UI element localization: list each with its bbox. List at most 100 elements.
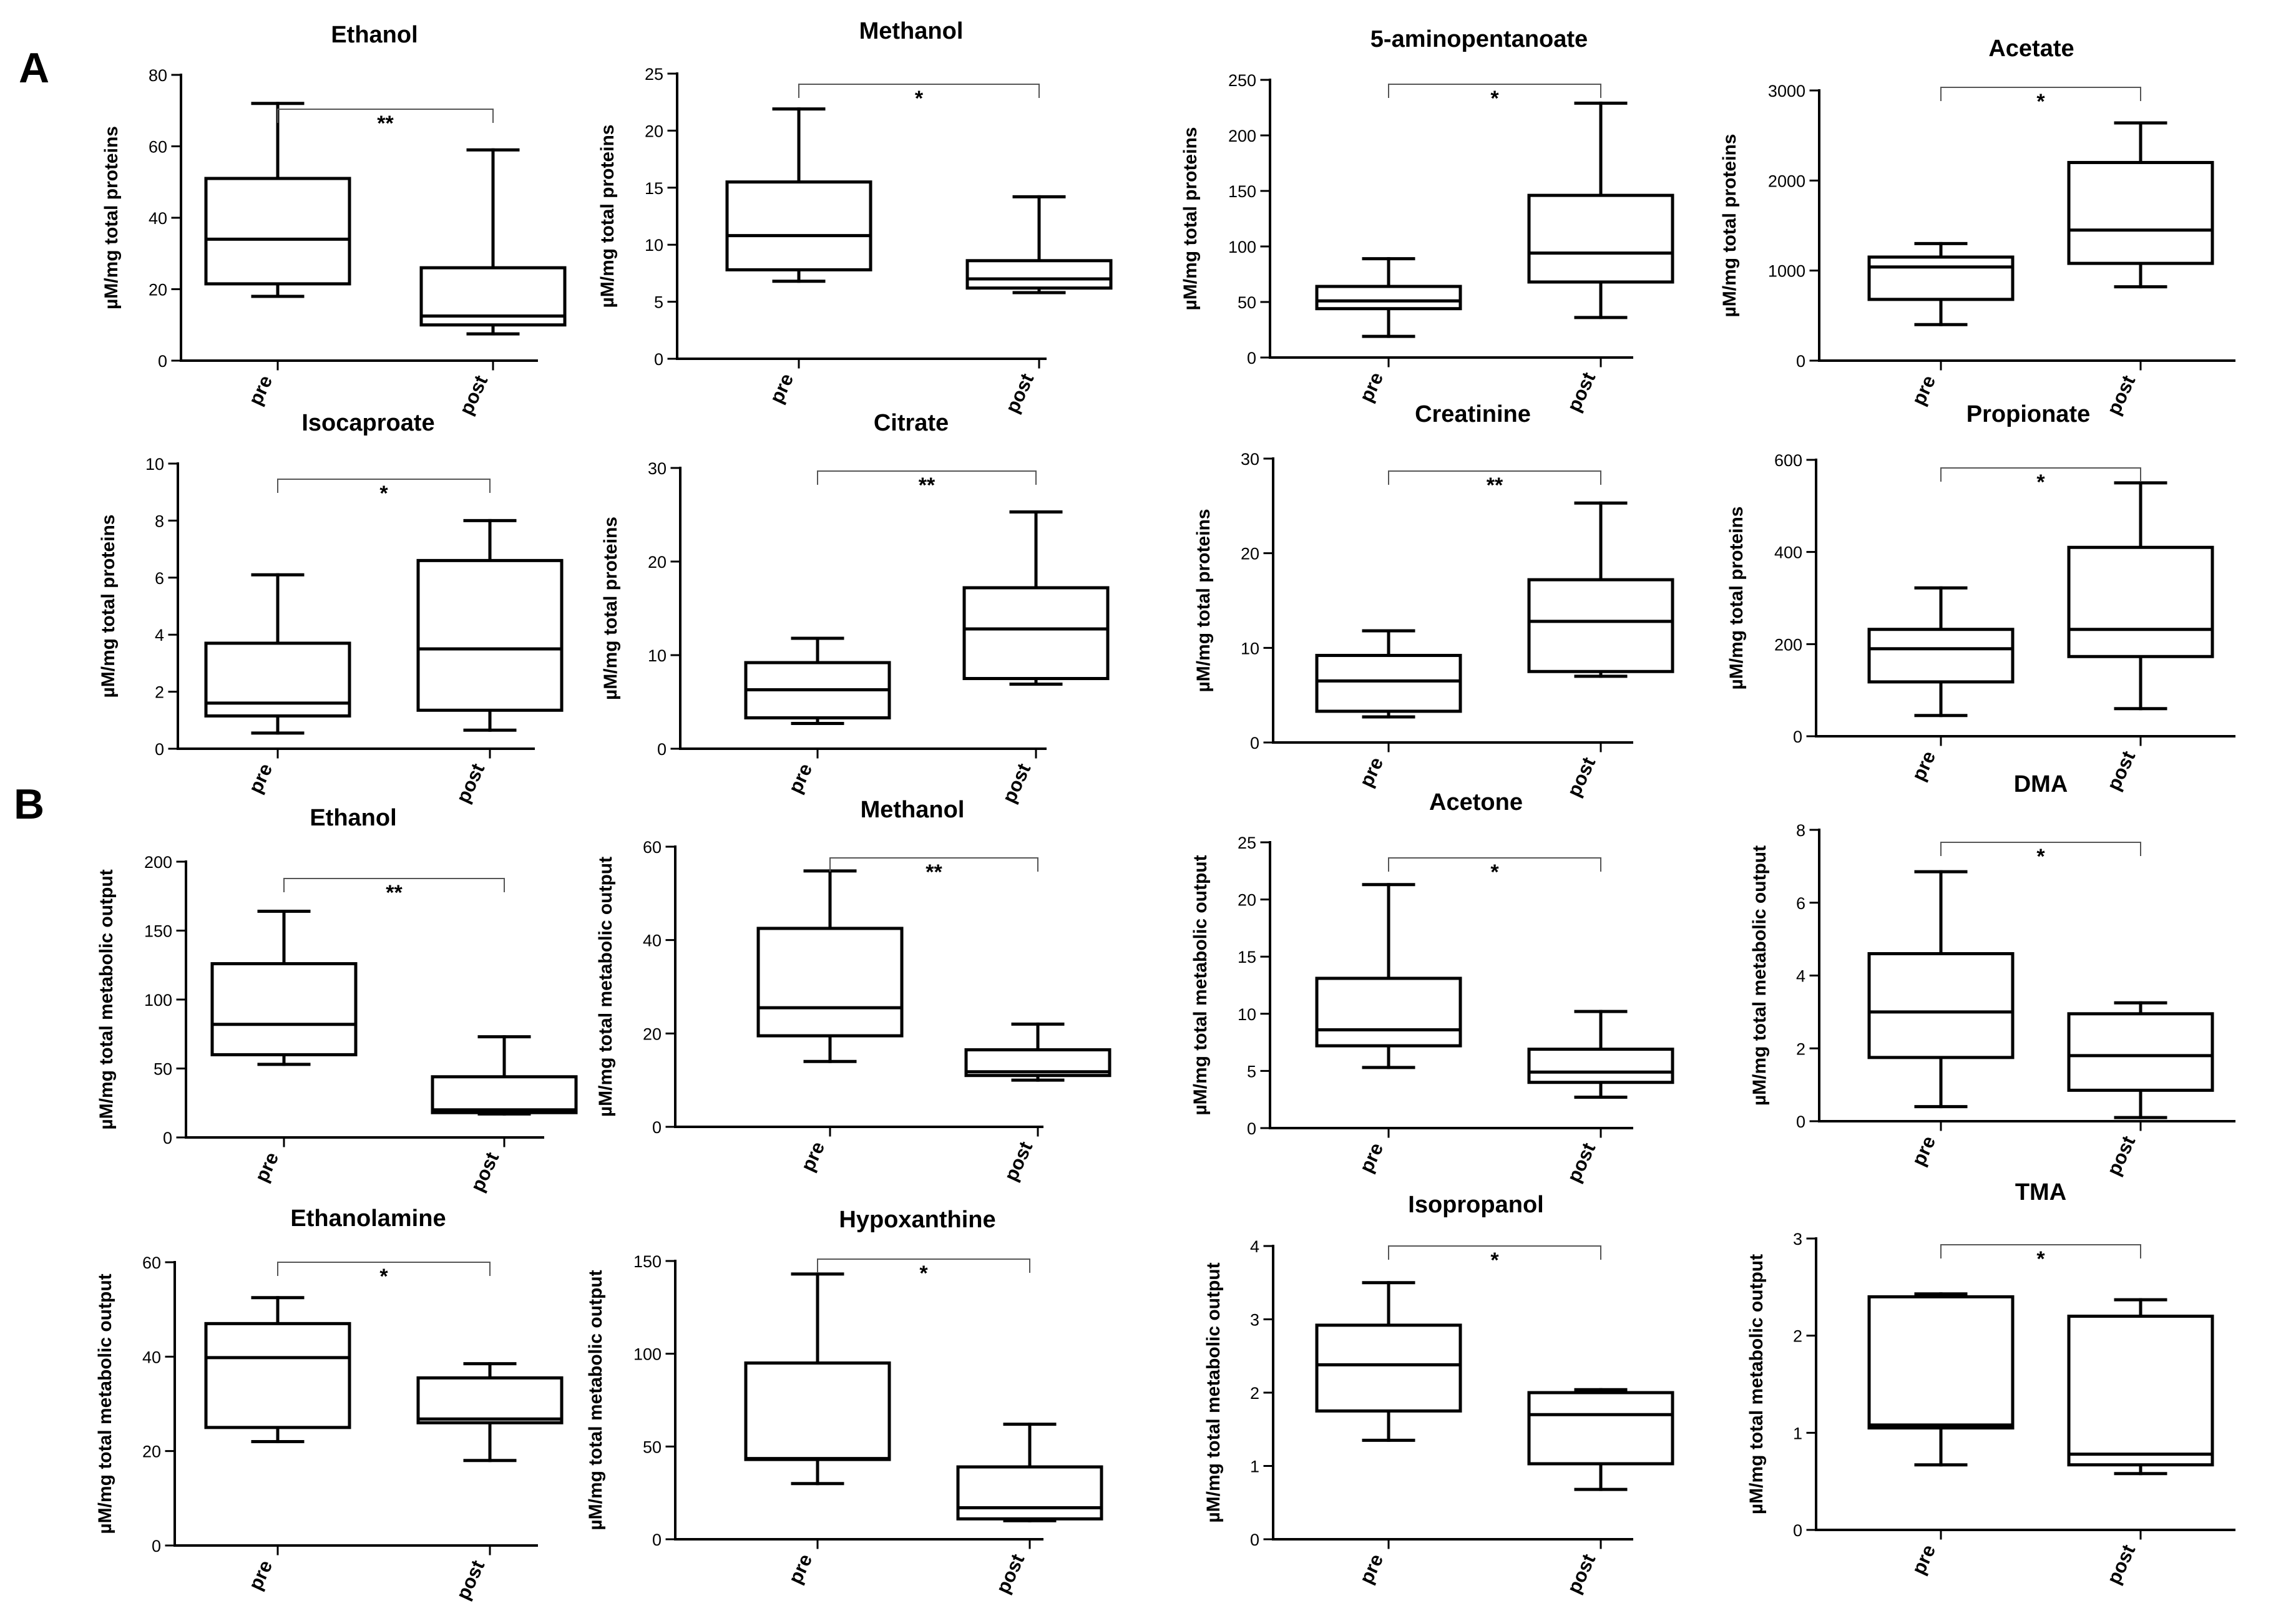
y-axis-label: µM/mg total proteins <box>600 517 621 700</box>
y-tick-label: 200 <box>144 853 172 872</box>
x-tick-label-post: post <box>452 760 489 806</box>
x-tick-label-post: post <box>1563 1139 1600 1185</box>
x-tick-label-pre: pre <box>1355 1550 1387 1587</box>
significance-bracket <box>1940 467 2141 482</box>
significance-label: ** <box>386 881 403 905</box>
y-tick-label: 40 <box>149 209 167 228</box>
y-tick-label: 250 <box>1228 71 1256 90</box>
box-iqr <box>744 1361 891 1461</box>
y-tick-label: 50 <box>643 1438 662 1456</box>
x-tick-label-post: post <box>992 1550 1028 1597</box>
box-iqr <box>416 1376 564 1424</box>
significance-label: ** <box>377 112 394 135</box>
chart-title: Methanol <box>859 18 964 44</box>
y-tick-label: 20 <box>149 281 167 299</box>
chart-a-ethanol: Ethanol 0 20 40 60 80 µM/mg total proteins pre p… <box>101 22 567 418</box>
box-iqr <box>962 586 1110 680</box>
y-tick-label: 200 <box>1774 635 1802 654</box>
box-pre <box>756 869 904 1063</box>
chart-title: DMA <box>2014 771 2068 797</box>
significance-label: * <box>1490 860 1499 884</box>
box-iqr <box>1527 1048 1674 1084</box>
significance-label: ** <box>926 860 942 884</box>
box-iqr <box>2067 1315 2214 1467</box>
box-iqr <box>2067 1012 2214 1092</box>
chart-title: Creatinine <box>1415 401 1531 427</box>
y-tick-label: 0 <box>163 1129 172 1147</box>
y-tick-label: 20 <box>1241 545 1259 563</box>
y-tick-label: 2 <box>1250 1384 1259 1403</box>
y-tick-label: 4 <box>155 626 164 645</box>
y-tick-label: 0 <box>1250 1531 1259 1549</box>
box-iqr <box>1315 976 1462 1048</box>
y-tick-label: 15 <box>1238 948 1256 966</box>
box-post <box>416 1362 564 1463</box>
x-tick-label-pre: pre <box>1907 372 1940 409</box>
chart-title: Ethanol <box>310 805 396 831</box>
significance-bracket <box>798 84 1040 98</box>
y-axis-label: µM/mg total metabolic output <box>1190 855 1211 1115</box>
box-iqr <box>204 177 351 286</box>
chart-a-acetate: Acetate 0 1000 2000 3000 µM/mg total proteins… <box>1719 36 2235 418</box>
panel-letter-b: B <box>14 781 45 828</box>
y-tick-label: 8 <box>1796 821 1805 840</box>
x-tick-label-pre: pre <box>1355 369 1387 406</box>
y-tick-label: 150 <box>633 1252 662 1271</box>
y-tick-label: 0 <box>158 352 167 371</box>
y-axis-label: µM/mg total metabolic output <box>95 1273 115 1534</box>
significance-bracket <box>277 479 491 493</box>
chart-title: Citrate <box>874 410 949 436</box>
y-tick-label: 100 <box>144 991 172 1010</box>
box-post <box>431 1035 578 1116</box>
y-tick-label: 1 <box>1250 1458 1259 1476</box>
box-pre <box>1867 241 2015 326</box>
significance-label: ** <box>919 474 935 497</box>
x-tick-label-pre: pre <box>244 760 276 797</box>
significance-bracket <box>1388 84 1601 98</box>
chart-title: Acetone <box>1429 789 1523 815</box>
box-post <box>2067 121 2214 289</box>
x-tick-label-pre: pre <box>1907 1132 1940 1169</box>
box-pre <box>1867 1292 2015 1467</box>
box-pre <box>210 910 358 1066</box>
box-post <box>1527 101 1674 319</box>
box-pre <box>1315 257 1462 338</box>
box-pre <box>204 1296 351 1444</box>
box-iqr <box>1527 193 1674 284</box>
chart-b-ethanol: Ethanol 0 50 100 150 200 µM/mg total metabolic… <box>96 805 578 1195</box>
x-tick-label-post: post <box>2103 1132 2139 1179</box>
box-pre <box>1315 629 1462 719</box>
chart-a-5-aminopentanoate: 5-aminopentanoate 0 50 100 150 200 250 µM/mg to… <box>1180 26 1674 415</box>
significance-bracket <box>1940 842 2141 856</box>
box-iqr <box>1867 255 2015 301</box>
x-tick-label-pre: pre <box>250 1149 283 1185</box>
x-tick-label-post: post <box>466 1149 503 1195</box>
box-post <box>962 510 1110 686</box>
y-tick-label: 600 <box>1774 451 1802 470</box>
box-iqr <box>1867 628 2015 684</box>
y-tick-label: 4 <box>1250 1237 1259 1256</box>
chart-title: Ethanolamine <box>290 1205 446 1232</box>
chart-b-dma: DMA 0 2 4 6 8 µM/mg total metabolic output pre p… <box>1749 771 2235 1179</box>
box-iqr <box>1527 578 1674 673</box>
box-pre <box>744 636 891 725</box>
box-post <box>1527 501 1674 678</box>
box-iqr <box>725 180 872 271</box>
box-iqr <box>1867 952 2015 1059</box>
y-axis-label: µM/mg total proteins <box>1193 509 1214 693</box>
y-tick-label: 60 <box>142 1253 161 1272</box>
chart-a-methanol: Methanol 0 5 10 15 20 25 µM/mg total proteins pr… <box>597 18 1113 416</box>
y-tick-label: 3 <box>1250 1311 1259 1330</box>
y-tick-label: 0 <box>652 1118 662 1137</box>
significance-bracket <box>283 878 505 892</box>
box-pre <box>1867 586 2015 718</box>
y-tick-label: 60 <box>149 138 167 157</box>
chart-b-methanol: Methanol 0 20 40 60 µM/mg total metabolic out… <box>595 797 1111 1184</box>
significance-label: * <box>379 1265 388 1288</box>
y-axis-label: µM/mg total proteins <box>597 125 618 308</box>
significance-bracket <box>1388 470 1601 485</box>
y-axis-label: µM/mg total proteins <box>1180 127 1201 311</box>
y-tick-label: 30 <box>648 459 667 478</box>
box-pre <box>204 102 351 298</box>
y-tick-label: 6 <box>155 569 164 588</box>
